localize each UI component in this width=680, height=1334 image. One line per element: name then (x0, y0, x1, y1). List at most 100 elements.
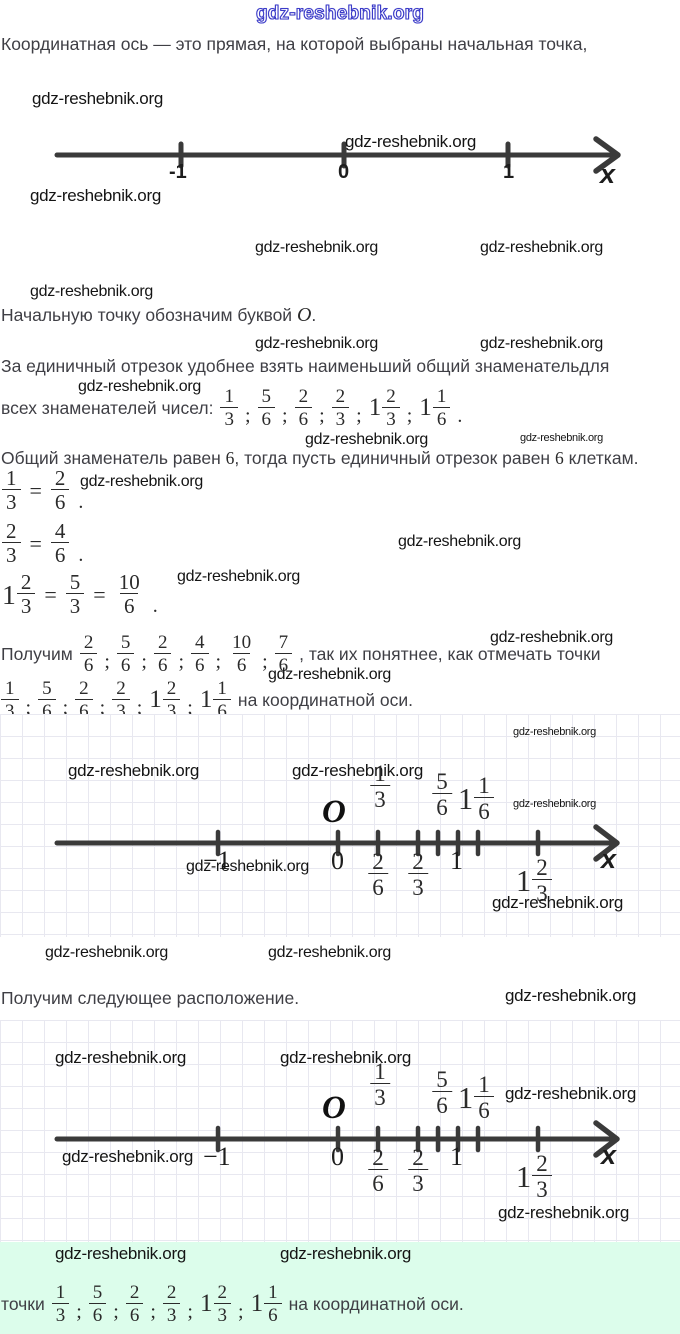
text-segment: , тогда пусть единичный отрезок равен (234, 448, 555, 468)
fraction-numerator: 10 (118, 570, 140, 594)
fraction-numerator: 2 (386, 386, 396, 408)
fraction-denominator: 6 (368, 873, 388, 900)
points-suffix: на координатной оси. (237, 689, 413, 710)
separator: ; (99, 696, 106, 719)
site-watermark-header: gdz-reshebnik.org (255, 2, 425, 24)
fraction-numerator: 5 (42, 678, 52, 700)
answer-suffix: на координатной оси. (288, 1293, 464, 1314)
axis-label-1: 1 (450, 1142, 463, 1171)
fraction-denominator: 3 (65, 593, 85, 617)
watermark: gdz-reshebnik.org (345, 132, 476, 151)
fraction-whole: 1 (250, 1290, 264, 1318)
watermark: gdz-reshebnik.org (398, 533, 521, 550)
watermark: gdz-reshebnik.org (513, 726, 596, 738)
fraction-denominator: 6 (125, 1302, 144, 1325)
period: . (78, 544, 84, 567)
fraction-numerator: 7 (278, 632, 289, 654)
fraction-numerator: 2 (372, 1145, 384, 1170)
watermark: gdz-reshebnik.org (268, 944, 391, 961)
fraction-numerator: 2 (20, 570, 32, 594)
watermark: gdz-reshebnik.org (78, 378, 201, 395)
fraction-whole: 1 (2, 579, 16, 611)
separator: ; (25, 696, 32, 719)
watermark: gdz-reshebnik.org (255, 239, 378, 256)
separator: ; (62, 696, 69, 719)
fraction-numerator: 1 (6, 466, 17, 490)
axis-arrow-icon (593, 824, 620, 862)
separator: ; (104, 650, 110, 673)
fraction-numerator: 1 (374, 1059, 386, 1084)
fraction-numerator: 5 (120, 632, 131, 654)
axis1-label-0: 0 (338, 161, 350, 183)
watermark: gdz-reshebnik.org (177, 568, 300, 585)
watermark: gdz-reshebnik.org (505, 1084, 636, 1103)
fraction-numerator: 2 (166, 1282, 177, 1304)
fraction-denominator: 3 (532, 1175, 552, 1202)
fraction-denominator: 3 (532, 879, 552, 906)
common-denominator-paragraph: Общий знаменатель равен 6, тогда пусть е… (1, 448, 679, 470)
separator: ; (319, 404, 325, 427)
origin-paragraph: Начальную точку обозначим буквой O. (1, 303, 316, 328)
fraction-denominator: 6 (50, 489, 70, 513)
fraction-denominator: 6 (432, 1091, 452, 1118)
fraction-denominator: 3 (1, 698, 19, 721)
fraction-numerator: 5 (69, 570, 81, 594)
text-segment: Общий знаменатель равен (1, 448, 226, 468)
separator: ; (150, 1300, 156, 1323)
fraction-whole: 1 (149, 686, 162, 714)
equals-sign: = (29, 477, 42, 503)
watermark: gdz-reshebnik.org (268, 666, 391, 683)
origin-paragraph-period: . (311, 305, 317, 325)
fraction-denominator: 3 (2, 542, 21, 566)
separator: ; (282, 404, 288, 427)
fraction-denominator: 6 (88, 1302, 107, 1325)
watermark: gdz-reshebnik.org (30, 186, 161, 205)
fraction-numerator: 1 (268, 1282, 278, 1304)
equals-sign: = (93, 581, 106, 607)
axis-label-0: 0 (331, 1142, 344, 1171)
equals-sign: = (29, 530, 42, 556)
fraction-denominator: 3 (408, 1169, 428, 1196)
axis1-label-x: x (600, 159, 616, 189)
watermark: gdz-reshebnik.org (30, 283, 153, 300)
origin-label: O (322, 794, 346, 830)
fraction-numerator: 2 (54, 466, 66, 490)
number-6: 6 (554, 448, 564, 468)
fraction-numerator: 5 (261, 386, 272, 408)
fraction-denominator: 3 (2, 489, 21, 513)
fraction-denominator: 3 (370, 785, 390, 812)
